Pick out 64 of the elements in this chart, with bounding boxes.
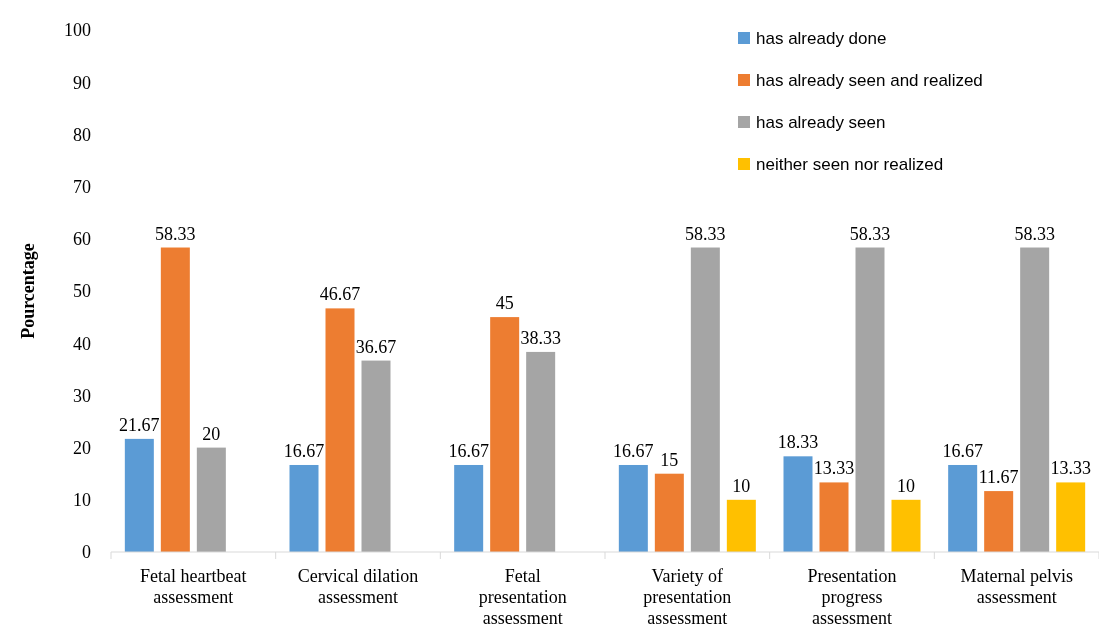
bar <box>984 491 1014 552</box>
data-label: 38.33 <box>520 327 561 348</box>
y-tick-label: 40 <box>73 333 91 354</box>
legend-label: neither seen nor realized <box>756 154 944 174</box>
y-tick-label: 50 <box>73 281 91 302</box>
bar <box>1020 247 1050 552</box>
data-label: 13.33 <box>1050 458 1091 479</box>
y-tick-label: 60 <box>73 229 91 250</box>
bar <box>361 360 391 552</box>
data-label: 15 <box>660 449 679 470</box>
y-tick-label: 30 <box>73 385 91 406</box>
legend-label: has already seen and realized <box>756 70 983 90</box>
data-label: 16.67 <box>613 440 654 461</box>
data-label: 16.67 <box>283 440 325 461</box>
data-label: 58.33 <box>849 223 891 244</box>
data-label: 58.33 <box>1014 223 1055 244</box>
bar <box>490 317 520 552</box>
bar <box>1056 482 1086 552</box>
y-axis-title: Pourcentage <box>18 243 38 339</box>
x-tick-label: Maternal pelvis assessment <box>960 566 1073 607</box>
bar <box>855 247 885 552</box>
data-label: 58.33 <box>155 223 196 244</box>
bar <box>124 438 154 552</box>
x-tick-label: Variety of presentation assessment <box>643 566 732 628</box>
bar <box>726 499 756 552</box>
x-tick-label: Fetal presentation assessment <box>478 566 567 628</box>
legend-label: has already done <box>756 28 887 48</box>
bar <box>783 456 813 552</box>
data-label: 16.67 <box>448 440 489 461</box>
legend-label: has already seen <box>756 112 886 132</box>
bar <box>891 499 921 552</box>
x-tick-label: Fetal heartbeat assessment <box>140 566 247 607</box>
data-label: 20 <box>202 423 221 444</box>
bar <box>454 464 484 552</box>
data-label: 36.67 <box>355 336 397 357</box>
data-label: 10 <box>897 475 915 496</box>
bar <box>196 447 226 552</box>
y-tick-label: 70 <box>73 176 91 197</box>
data-label: 13.33 <box>813 458 855 479</box>
bar <box>690 247 720 552</box>
y-tick-label: 100 <box>64 20 91 41</box>
bar <box>819 482 849 552</box>
bar <box>160 247 190 552</box>
data-label: 16.67 <box>942 440 983 461</box>
bar <box>654 473 684 552</box>
y-tick-label: 90 <box>73 72 91 93</box>
data-label: 10 <box>732 475 751 496</box>
x-tick-label: Cervical dilation assessment <box>297 566 419 607</box>
data-label: 45 <box>495 293 514 314</box>
y-tick-label: 20 <box>73 437 91 458</box>
x-tick-label: Presentation progress assessment <box>807 566 897 628</box>
bar <box>289 464 319 552</box>
data-label: 58.33 <box>685 223 726 244</box>
bar <box>948 464 978 552</box>
data-label: 46.67 <box>319 284 361 305</box>
y-tick-label: 10 <box>73 490 91 511</box>
data-label: 11.67 <box>978 467 1019 488</box>
bar <box>526 351 556 552</box>
y-tick-label: 80 <box>73 124 91 145</box>
data-label: 21.67 <box>119 414 160 435</box>
bar <box>618 464 648 552</box>
bar <box>325 308 355 552</box>
y-tick-label: 0 <box>82 542 91 563</box>
data-label: 18.33 <box>777 432 819 453</box>
